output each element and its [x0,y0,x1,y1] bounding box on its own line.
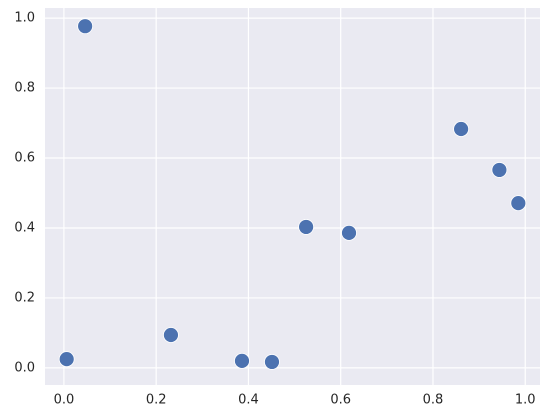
x-tick-label: 1.0 [515,393,536,408]
x-tick-label: 0.2 [146,393,167,408]
y-tick-label: 0.4 [14,220,35,235]
point [298,219,315,235]
x-tick-label: 0.8 [423,393,444,408]
point [453,121,470,137]
y-tick-label: 1.0 [14,11,35,26]
x-tick-label: 0.0 [54,393,75,408]
point [58,351,75,368]
y-tick-label: 0.8 [14,81,35,96]
x-tick-label: 0.6 [330,393,351,408]
y-tick-label: 0.0 [14,360,35,375]
y-tick-label: 0.2 [14,290,35,305]
point [491,162,508,178]
point [341,224,357,241]
point [510,195,527,212]
point [234,352,250,369]
point [77,18,94,35]
y-tick-label: 0.6 [14,151,35,166]
x-tick-label: 0.4 [238,393,259,408]
point [163,327,179,343]
plot-area [45,8,540,385]
point [264,354,280,370]
